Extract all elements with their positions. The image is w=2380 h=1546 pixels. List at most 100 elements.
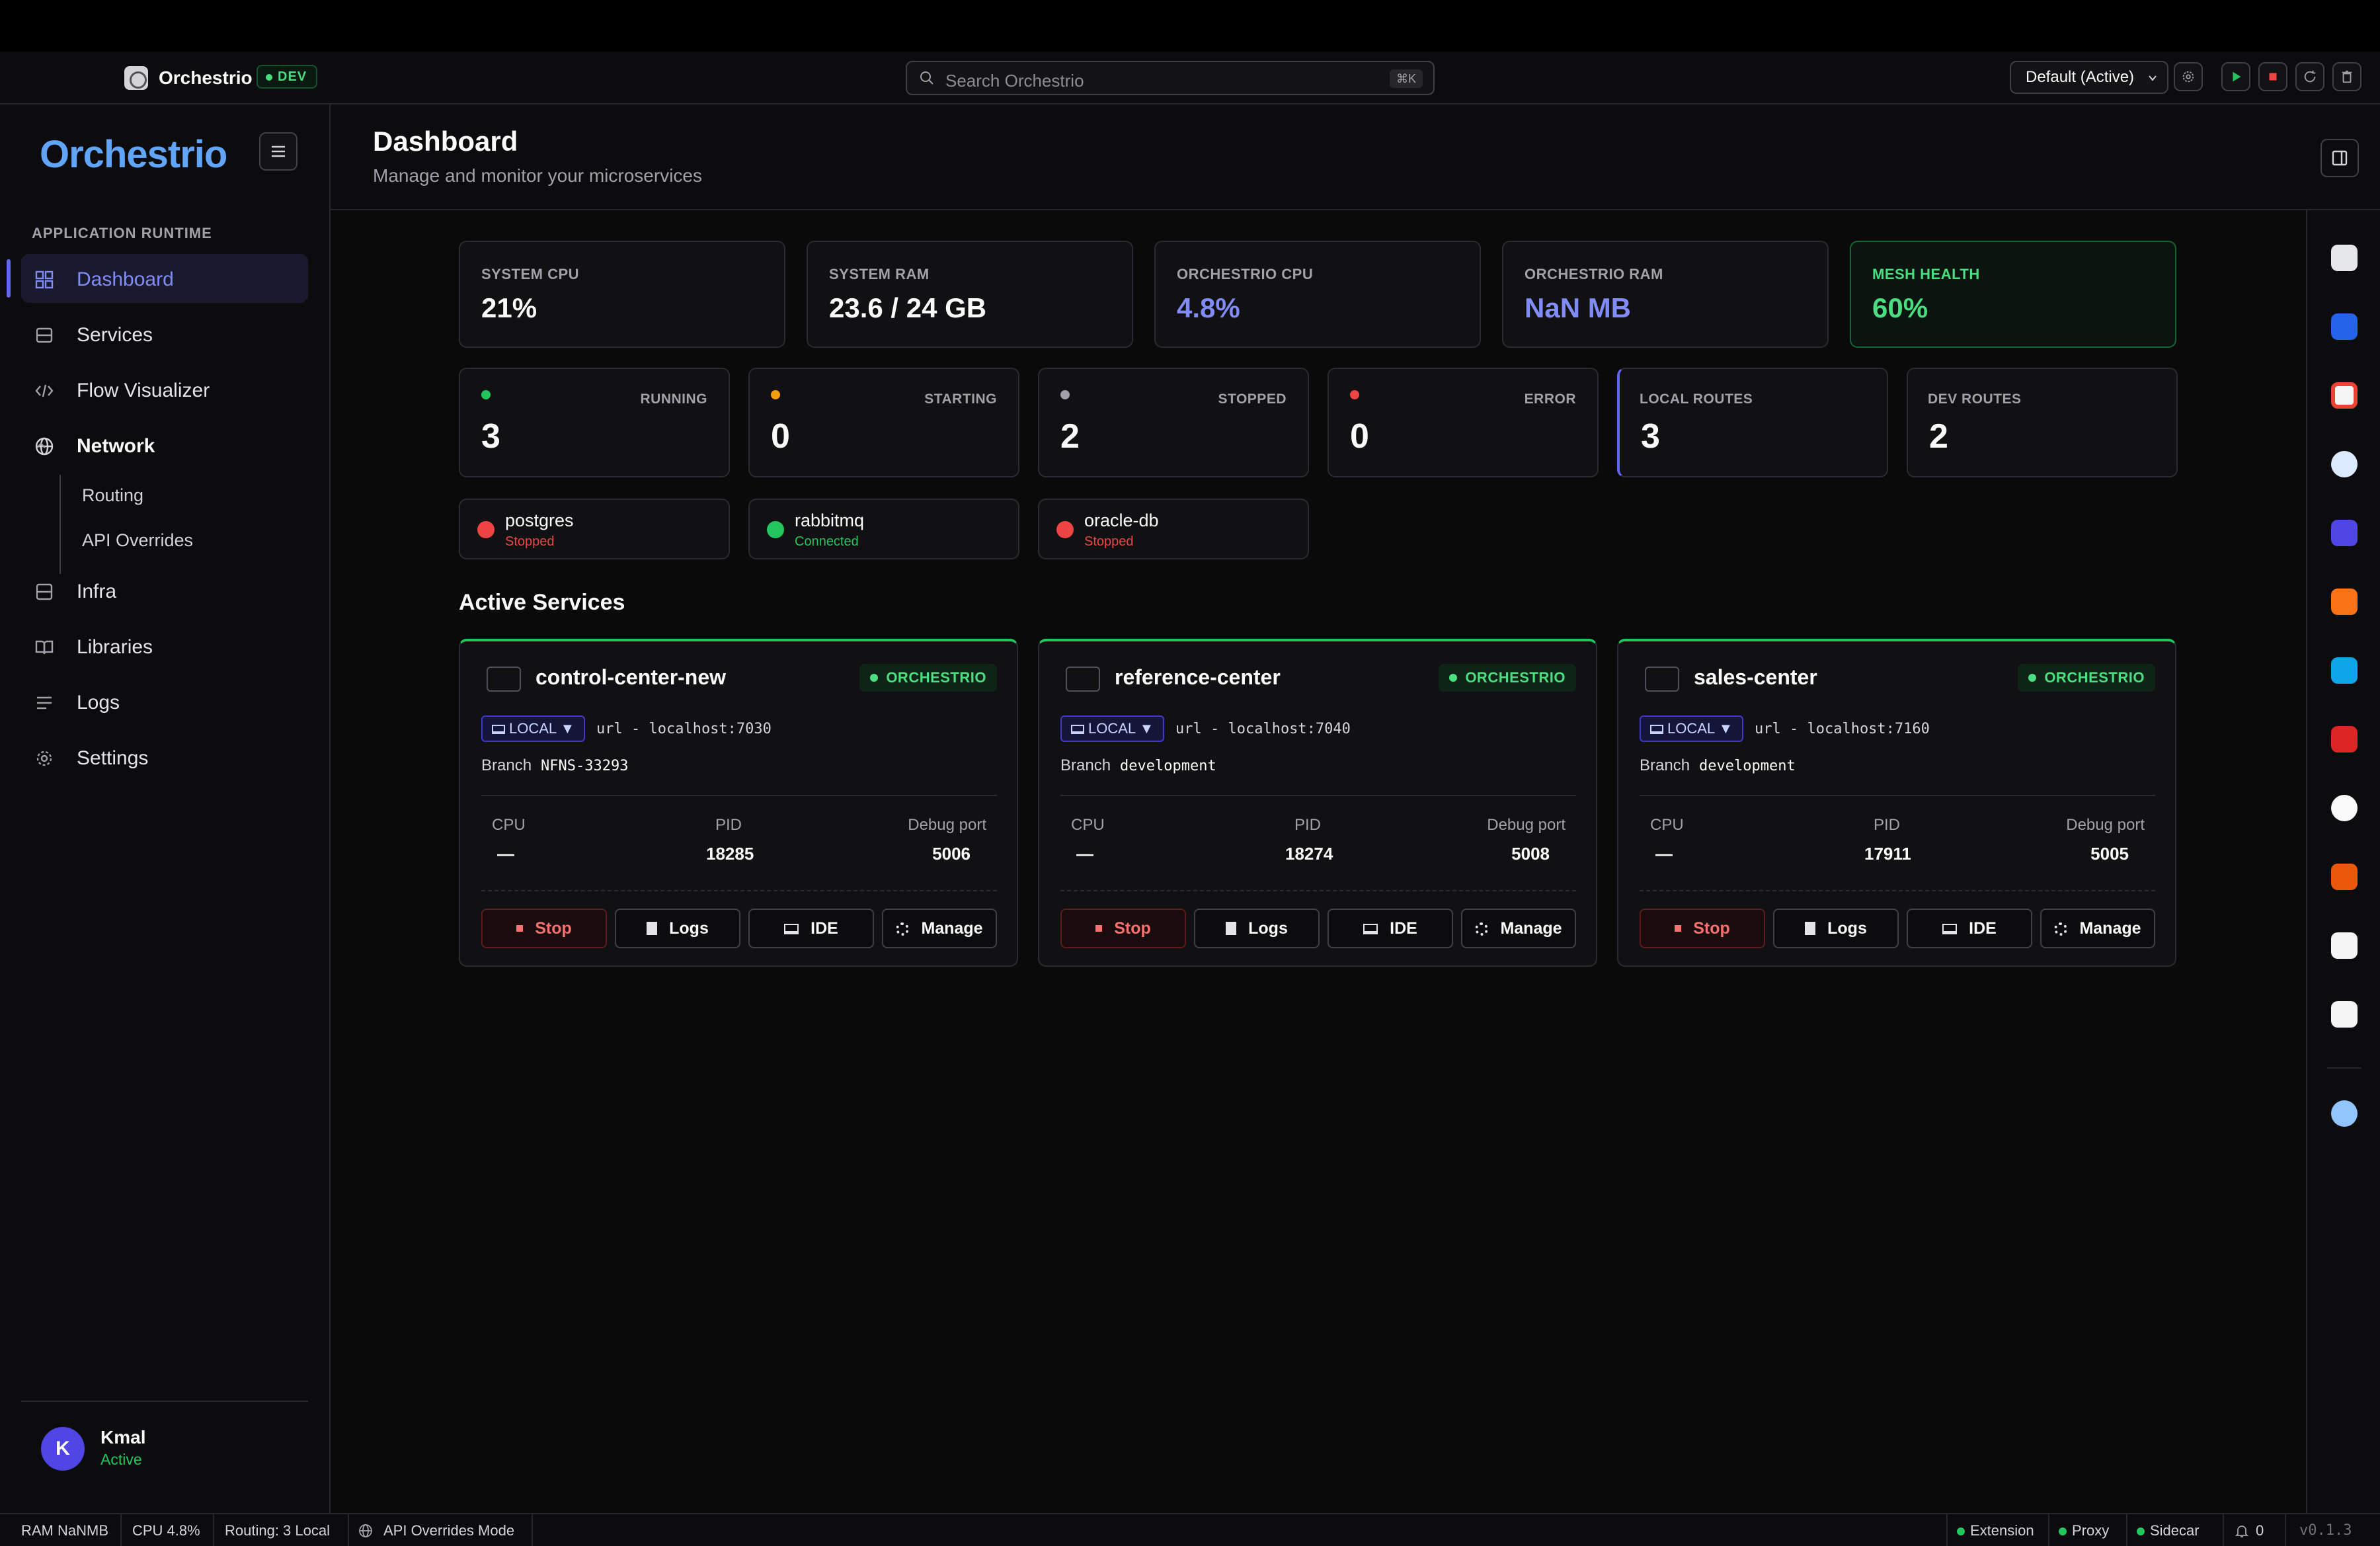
cpu-value: — [1655, 844, 1673, 864]
profile-select[interactable]: Default (Active) [2010, 61, 2168, 94]
count-stopped[interactable]: STOPPED 2 [1038, 368, 1309, 477]
globe-icon [359, 1524, 372, 1537]
ide-button[interactable]: IDE [748, 909, 874, 948]
select-checkbox[interactable] [1066, 667, 1100, 692]
status-dot [1060, 390, 1070, 399]
main-content: SYSTEM CPU 21% SYSTEM RAM 23.6 / 24 GB O… [331, 210, 2306, 1513]
avatar[interactable]: K [41, 1427, 85, 1471]
pid-value: 17911 [1864, 844, 1911, 864]
logs-button[interactable]: Logs [1773, 909, 1899, 948]
service-card: control-center-new ORCHESTRIO LOCAL ▼ ur… [459, 639, 1018, 967]
sidebar-item-libraries[interactable]: Libraries [21, 622, 308, 671]
status-mode[interactable]: API Overrides Mode [383, 1522, 515, 1539]
count-starting[interactable]: STARTING 0 [748, 368, 1019, 477]
run-mode-value: LOCAL ▼ [509, 720, 575, 737]
grid-icon [35, 270, 54, 289]
settings-button[interactable] [2174, 62, 2203, 91]
menu-toggle-button[interactable] [259, 132, 298, 171]
infra-postgres[interactable]: postgres Stopped [459, 499, 730, 559]
stop-button[interactable]: Stop [1060, 909, 1186, 948]
manage-button[interactable]: Manage [1461, 909, 1576, 948]
divider [348, 1514, 349, 1546]
toggle-panel-button[interactable] [2320, 139, 2359, 177]
service-card: sales-center ORCHESTRIO LOCAL ▼ url - lo… [1617, 639, 2176, 967]
app-version: v0.1.3 [2299, 1522, 2352, 1539]
sidebar-item-services[interactable]: Services [21, 309, 308, 358]
sidebar-item-logs[interactable]: Logs [21, 677, 308, 726]
manage-button[interactable]: Manage [882, 909, 997, 948]
notification-count: 0 [2256, 1522, 2264, 1539]
user-name: Kmal [100, 1427, 146, 1447]
stat-system-cpu: SYSTEM CPU 21% [459, 241, 785, 348]
sidebar-item-label: Network [77, 435, 155, 457]
status-extension[interactable]: Extension [1957, 1522, 2034, 1539]
manage-button[interactable]: Manage [2040, 909, 2155, 948]
calendar-icon[interactable] [2331, 1001, 2358, 1028]
branch-label: Branch [1640, 756, 1690, 774]
ide-button[interactable]: IDE [1328, 909, 1453, 948]
clock-icon[interactable] [2331, 795, 2358, 821]
chevron-up-icon [36, 442, 46, 448]
sidebar-subitem-api-overrides[interactable]: API Overrides [82, 530, 194, 550]
select-checkbox[interactable] [1645, 667, 1679, 692]
chrome-icon[interactable] [2331, 382, 2358, 409]
sidebar-item-infra[interactable]: Infra [21, 566, 308, 615]
claude-icon[interactable] [2331, 864, 2358, 890]
sidebar-subitem-routing[interactable]: Routing [82, 485, 144, 505]
service-metrics: CPU — PID 17911 Debug port 5005 [1640, 795, 2155, 891]
infra-rabbitmq[interactable]: rabbitmq Connected [748, 499, 1019, 559]
logs-button[interactable]: Logs [1194, 909, 1320, 948]
status-sidecar[interactable]: Sidecar [2137, 1522, 2200, 1539]
manage-label: Manage [921, 919, 983, 938]
bell-icon[interactable] [2235, 1524, 2249, 1538]
sidebar-item-dashboard[interactable]: Dashboard [7, 254, 308, 303]
delete-button[interactable] [2332, 62, 2361, 91]
run-mode-dropdown[interactable]: LOCAL ▼ [1060, 715, 1165, 742]
search-input[interactable]: Search Orchestrio ⌘K [906, 61, 1435, 95]
start-all-button[interactable] [2221, 62, 2250, 91]
sidebar-item-settings[interactable]: Settings [21, 733, 308, 782]
globe-icon[interactable] [2331, 1100, 2358, 1127]
run-mode-dropdown[interactable]: LOCAL ▼ [1640, 715, 1744, 742]
infra-oracle-db[interactable]: oracle-db Stopped [1038, 499, 1309, 559]
run-mode-dropdown[interactable]: LOCAL ▼ [481, 715, 586, 742]
stop-button[interactable]: Stop [1640, 909, 1765, 948]
status-routing[interactable]: Routing: 3 Local [225, 1522, 330, 1539]
status-ram: RAM NaNMB [21, 1522, 109, 1539]
docker-icon[interactable] [2331, 657, 2358, 684]
status-dot [2137, 1527, 2145, 1535]
logs-label: Logs [1248, 919, 1288, 938]
contacts-app-icon[interactable] [2331, 245, 2358, 271]
teams-icon[interactable] [2331, 520, 2358, 546]
infra-name: oracle-db [1084, 510, 1159, 530]
status-cpu: CPU 4.8% [132, 1522, 200, 1539]
count-local-routes[interactable]: LOCAL ROUTES 3 [1617, 368, 1888, 477]
top-bar: Orchestrio DEV Search Orchestrio ⌘K Defa… [0, 52, 2380, 104]
sidebar-item-flow-visualizer[interactable]: Flow Visualizer [21, 365, 308, 414]
browser-icon[interactable] [2331, 451, 2358, 477]
logs-button[interactable]: Logs [615, 909, 740, 948]
brand-logo: Orchestrio [40, 133, 227, 176]
ide-button[interactable]: IDE [1907, 909, 2032, 948]
count-dev-routes[interactable]: DEV ROUTES 2 [1907, 368, 2178, 477]
count-label: RUNNING [640, 391, 707, 407]
sidebar-item-label: Libraries [77, 636, 153, 658]
refresh-button[interactable] [2295, 62, 2324, 91]
count-value: 2 [1060, 417, 1080, 456]
select-checkbox[interactable] [487, 667, 521, 692]
stat-value: 21% [481, 292, 537, 323]
editor-icon[interactable] [2331, 589, 2358, 615]
drive-icon[interactable] [2331, 932, 2358, 959]
stop-all-button[interactable] [2258, 62, 2287, 91]
count-error[interactable]: ERROR 0 [1328, 368, 1599, 477]
status-extension-label: Extension [1970, 1522, 2034, 1539]
status-proxy[interactable]: Proxy [2059, 1522, 2109, 1539]
count-running[interactable]: RUNNING 3 [459, 368, 730, 477]
stat-label: MESH HEALTH [1872, 266, 1980, 282]
sidebar-item-network[interactable]: Network [21, 421, 308, 469]
dictionary-icon[interactable] [2331, 726, 2358, 753]
stop-button[interactable]: Stop [481, 909, 607, 948]
vscode-icon[interactable] [2331, 313, 2358, 340]
cpu-label: CPU [1650, 816, 1684, 834]
stop-icon [2269, 73, 2277, 81]
